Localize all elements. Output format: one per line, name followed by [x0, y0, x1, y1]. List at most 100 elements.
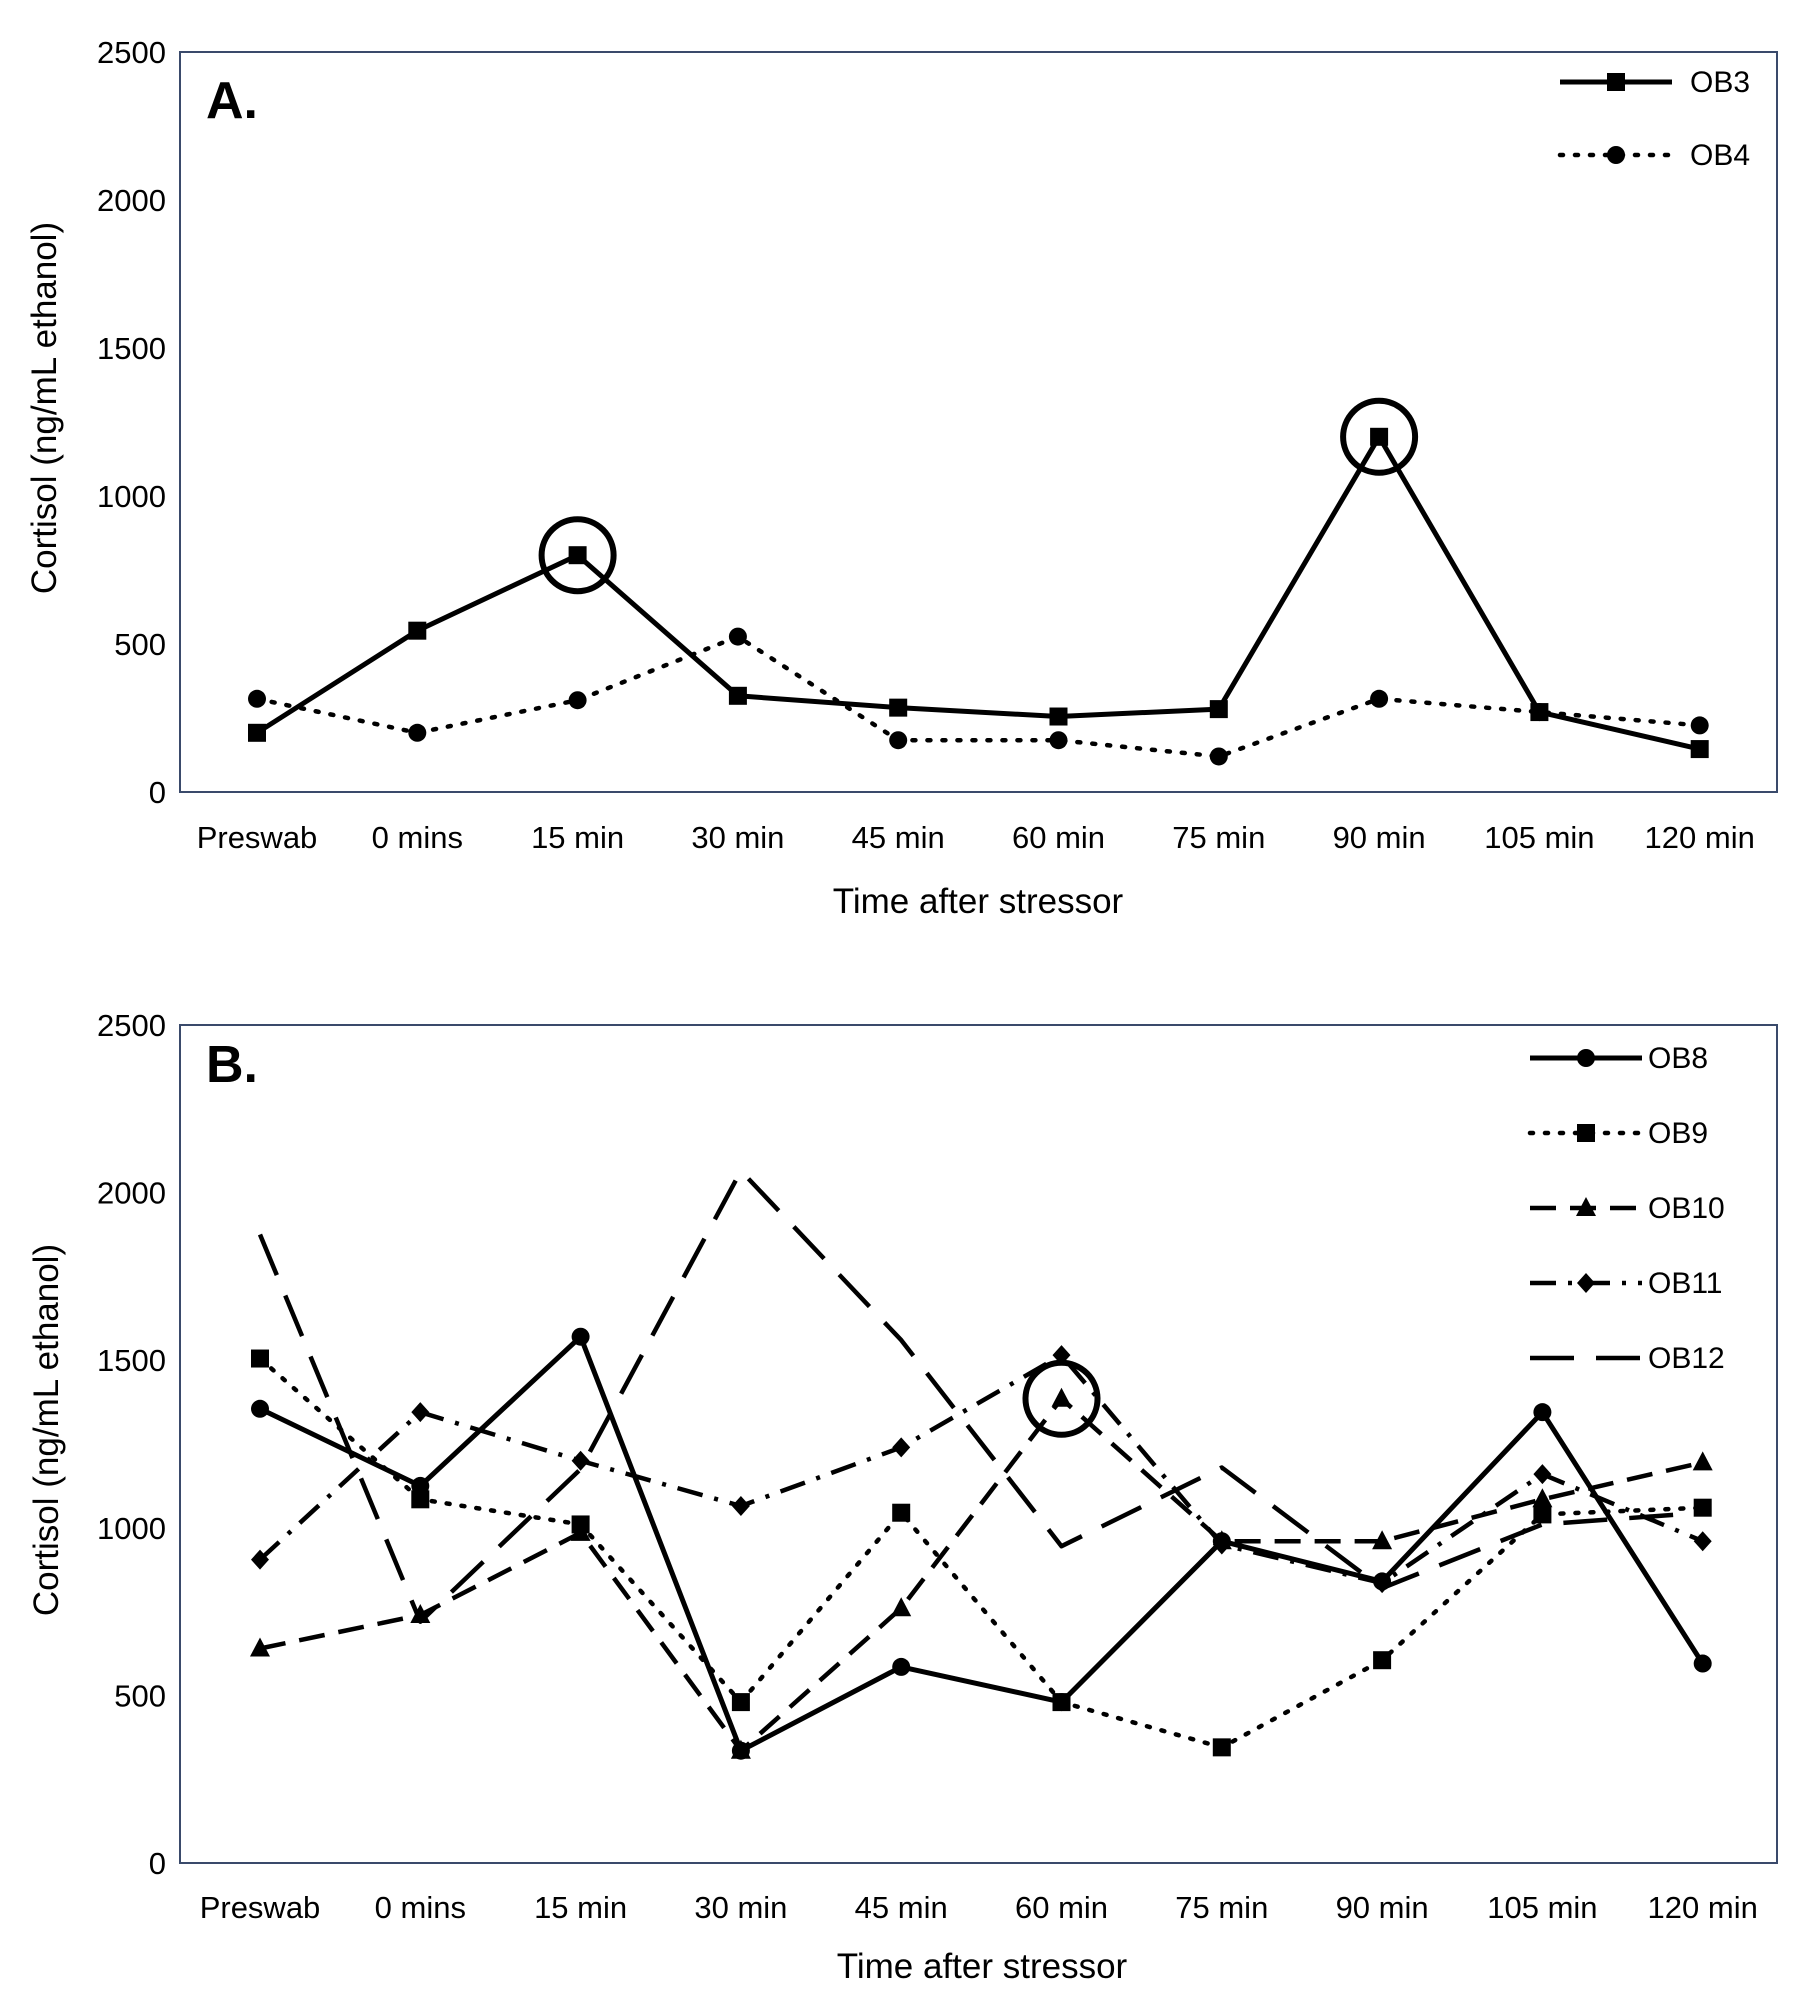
- legend-label: OB3: [1690, 66, 1750, 99]
- series-ob9: [251, 1349, 1712, 1757]
- legend-label: OB10: [1648, 1192, 1725, 1225]
- annotations-b: [1022, 1359, 1101, 1438]
- data-point-ob9: [731, 1693, 750, 1712]
- series-line-ob4: [254, 634, 1702, 759]
- legend-entry-ob4: OB4: [1557, 139, 1750, 172]
- plot-area-frame: [179, 1024, 1778, 1864]
- data-point-ob10: [1692, 1451, 1713, 1471]
- data-point-ob9: [411, 1490, 430, 1509]
- y-tick-label: 2500: [97, 35, 166, 70]
- data-point-ob8: [892, 1657, 911, 1676]
- annotations-a: [538, 397, 1419, 595]
- x-tick-label: 90 min: [1336, 1890, 1429, 1925]
- x-tick-label: 60 min: [1012, 820, 1105, 855]
- x-tick-label: 15 min: [534, 1890, 627, 1925]
- x-axis-title-b: Time after stressor: [837, 1947, 1128, 1986]
- data-point-ob4: [728, 627, 747, 646]
- series-ob4: [248, 627, 1709, 766]
- data-point-ob11: [411, 1402, 430, 1423]
- data-point-ob9: [1212, 1738, 1231, 1757]
- data-point-ob3: [408, 621, 427, 640]
- x-tick-label: 0 mins: [375, 1890, 466, 1925]
- data-point-ob11: [1693, 1531, 1712, 1552]
- y-tick-label: 1500: [97, 1343, 166, 1378]
- x-tick-label: 105 min: [1487, 1890, 1597, 1925]
- y-tick-label: 1000: [97, 1511, 166, 1546]
- y-tick-label: 2500: [97, 1008, 166, 1043]
- data-point-ob10: [250, 1637, 270, 1657]
- data-point-ob3: [1370, 427, 1389, 446]
- data-point-ob3: [1690, 740, 1709, 759]
- data-point-ob4: [1530, 703, 1549, 722]
- legend-label: OB4: [1690, 139, 1750, 172]
- x-axis-title-a: Time after stressor: [833, 882, 1124, 921]
- y-tick-label: 1500: [97, 331, 166, 366]
- y-axis-title-a: Cortisol (ng/mL ethanol): [25, 222, 64, 594]
- data-point-ob8: [251, 1399, 269, 1418]
- data-point-ob4: [568, 691, 587, 710]
- highlight-circle: [1022, 1359, 1101, 1438]
- legend-entry-ob10: OB10: [1530, 1192, 1725, 1225]
- data-point-ob3: [1209, 700, 1228, 719]
- data-point-ob9: [1052, 1693, 1071, 1712]
- legend-entry-ob9: OB9: [1527, 1117, 1708, 1150]
- data-point-ob9: [1373, 1651, 1392, 1670]
- data-point-ob8: [1693, 1654, 1712, 1673]
- data-point-ob9: [892, 1503, 911, 1522]
- x-tick-labels-b: Preswab 0 mins 15 min 30 min 45 min 60 min 75 …: [200, 1890, 1758, 1925]
- y-tick-label: 2000: [97, 183, 166, 218]
- data-point-ob10: [570, 1521, 591, 1541]
- data-point-ob4: [1049, 731, 1068, 750]
- data-point-ob3: [889, 698, 908, 717]
- y-tick-labels-a: 0 500 1000 1500 2000 2500: [97, 35, 166, 810]
- legend-entry-ob8: OB8: [1530, 1042, 1708, 1075]
- data-point-ob9: [251, 1349, 269, 1368]
- data-point-ob4: [408, 723, 427, 742]
- x-tick-label: Preswab: [197, 820, 318, 855]
- x-tick-label: 90 min: [1333, 820, 1426, 855]
- data-point-ob4: [1370, 689, 1389, 708]
- data-point-ob11: [251, 1549, 269, 1570]
- legend-entry-ob12: OB12: [1530, 1342, 1725, 1375]
- plot-area-frame: [179, 51, 1778, 793]
- data-point-ob3: [728, 686, 747, 705]
- x-tick-label: 45 min: [852, 820, 945, 855]
- legend-label: OB9: [1648, 1117, 1708, 1150]
- data-point-ob11: [1212, 1534, 1231, 1555]
- series-line-ob3: [255, 434, 1701, 752]
- highlight-circle: [1340, 397, 1419, 476]
- panel-a: A. Time after stressor Cortisol (ng/mL e…: [25, 35, 1778, 921]
- y-tick-label: 500: [114, 627, 166, 662]
- x-tick-labels-a: Preswab 0 mins 15 min 30 min 45 min 60 min 75 …: [197, 820, 1755, 855]
- panel-b: B. Time after stressor Cortisol (ng/mL e…: [27, 1008, 1778, 1986]
- data-point-ob4: [1690, 716, 1709, 735]
- data-point-ob10: [730, 1739, 751, 1759]
- series-ob11: [251, 1345, 1712, 1594]
- data-point-ob3: [568, 546, 587, 565]
- legend-a: OB3 OB4: [1557, 66, 1750, 172]
- y-tick-label: 500: [114, 1678, 166, 1713]
- x-tick-label: 120 min: [1648, 1890, 1758, 1925]
- y-tick-label: 0: [149, 1846, 166, 1881]
- series-line-ob9: [257, 1356, 1705, 1750]
- data-point-ob8: [571, 1327, 590, 1346]
- series-line-ob12: [257, 1168, 1703, 1624]
- legend-marker: [1607, 146, 1625, 164]
- data-point-ob3: [248, 723, 266, 742]
- x-tick-label: 75 min: [1172, 820, 1265, 855]
- data-point-ob11: [1533, 1464, 1552, 1485]
- data-point-ob10: [1051, 1387, 1072, 1407]
- data-point-ob11: [571, 1450, 590, 1471]
- series-ob3: [248, 427, 1709, 759]
- x-tick-label: 0 mins: [372, 820, 463, 855]
- legend-marker: [1577, 1049, 1595, 1067]
- x-tick-label: 120 min: [1645, 820, 1755, 855]
- legend-b: OB8 OB9 OB10 OB11 OB12: [1527, 1042, 1725, 1375]
- panel-label-b: B.: [206, 1036, 258, 1094]
- x-tick-label: 30 min: [694, 1890, 787, 1925]
- data-point-ob10: [1372, 1530, 1393, 1550]
- legend-marker: [1577, 1273, 1595, 1293]
- data-point-ob9: [1533, 1505, 1552, 1524]
- series-line-ob11: [258, 1352, 1704, 1586]
